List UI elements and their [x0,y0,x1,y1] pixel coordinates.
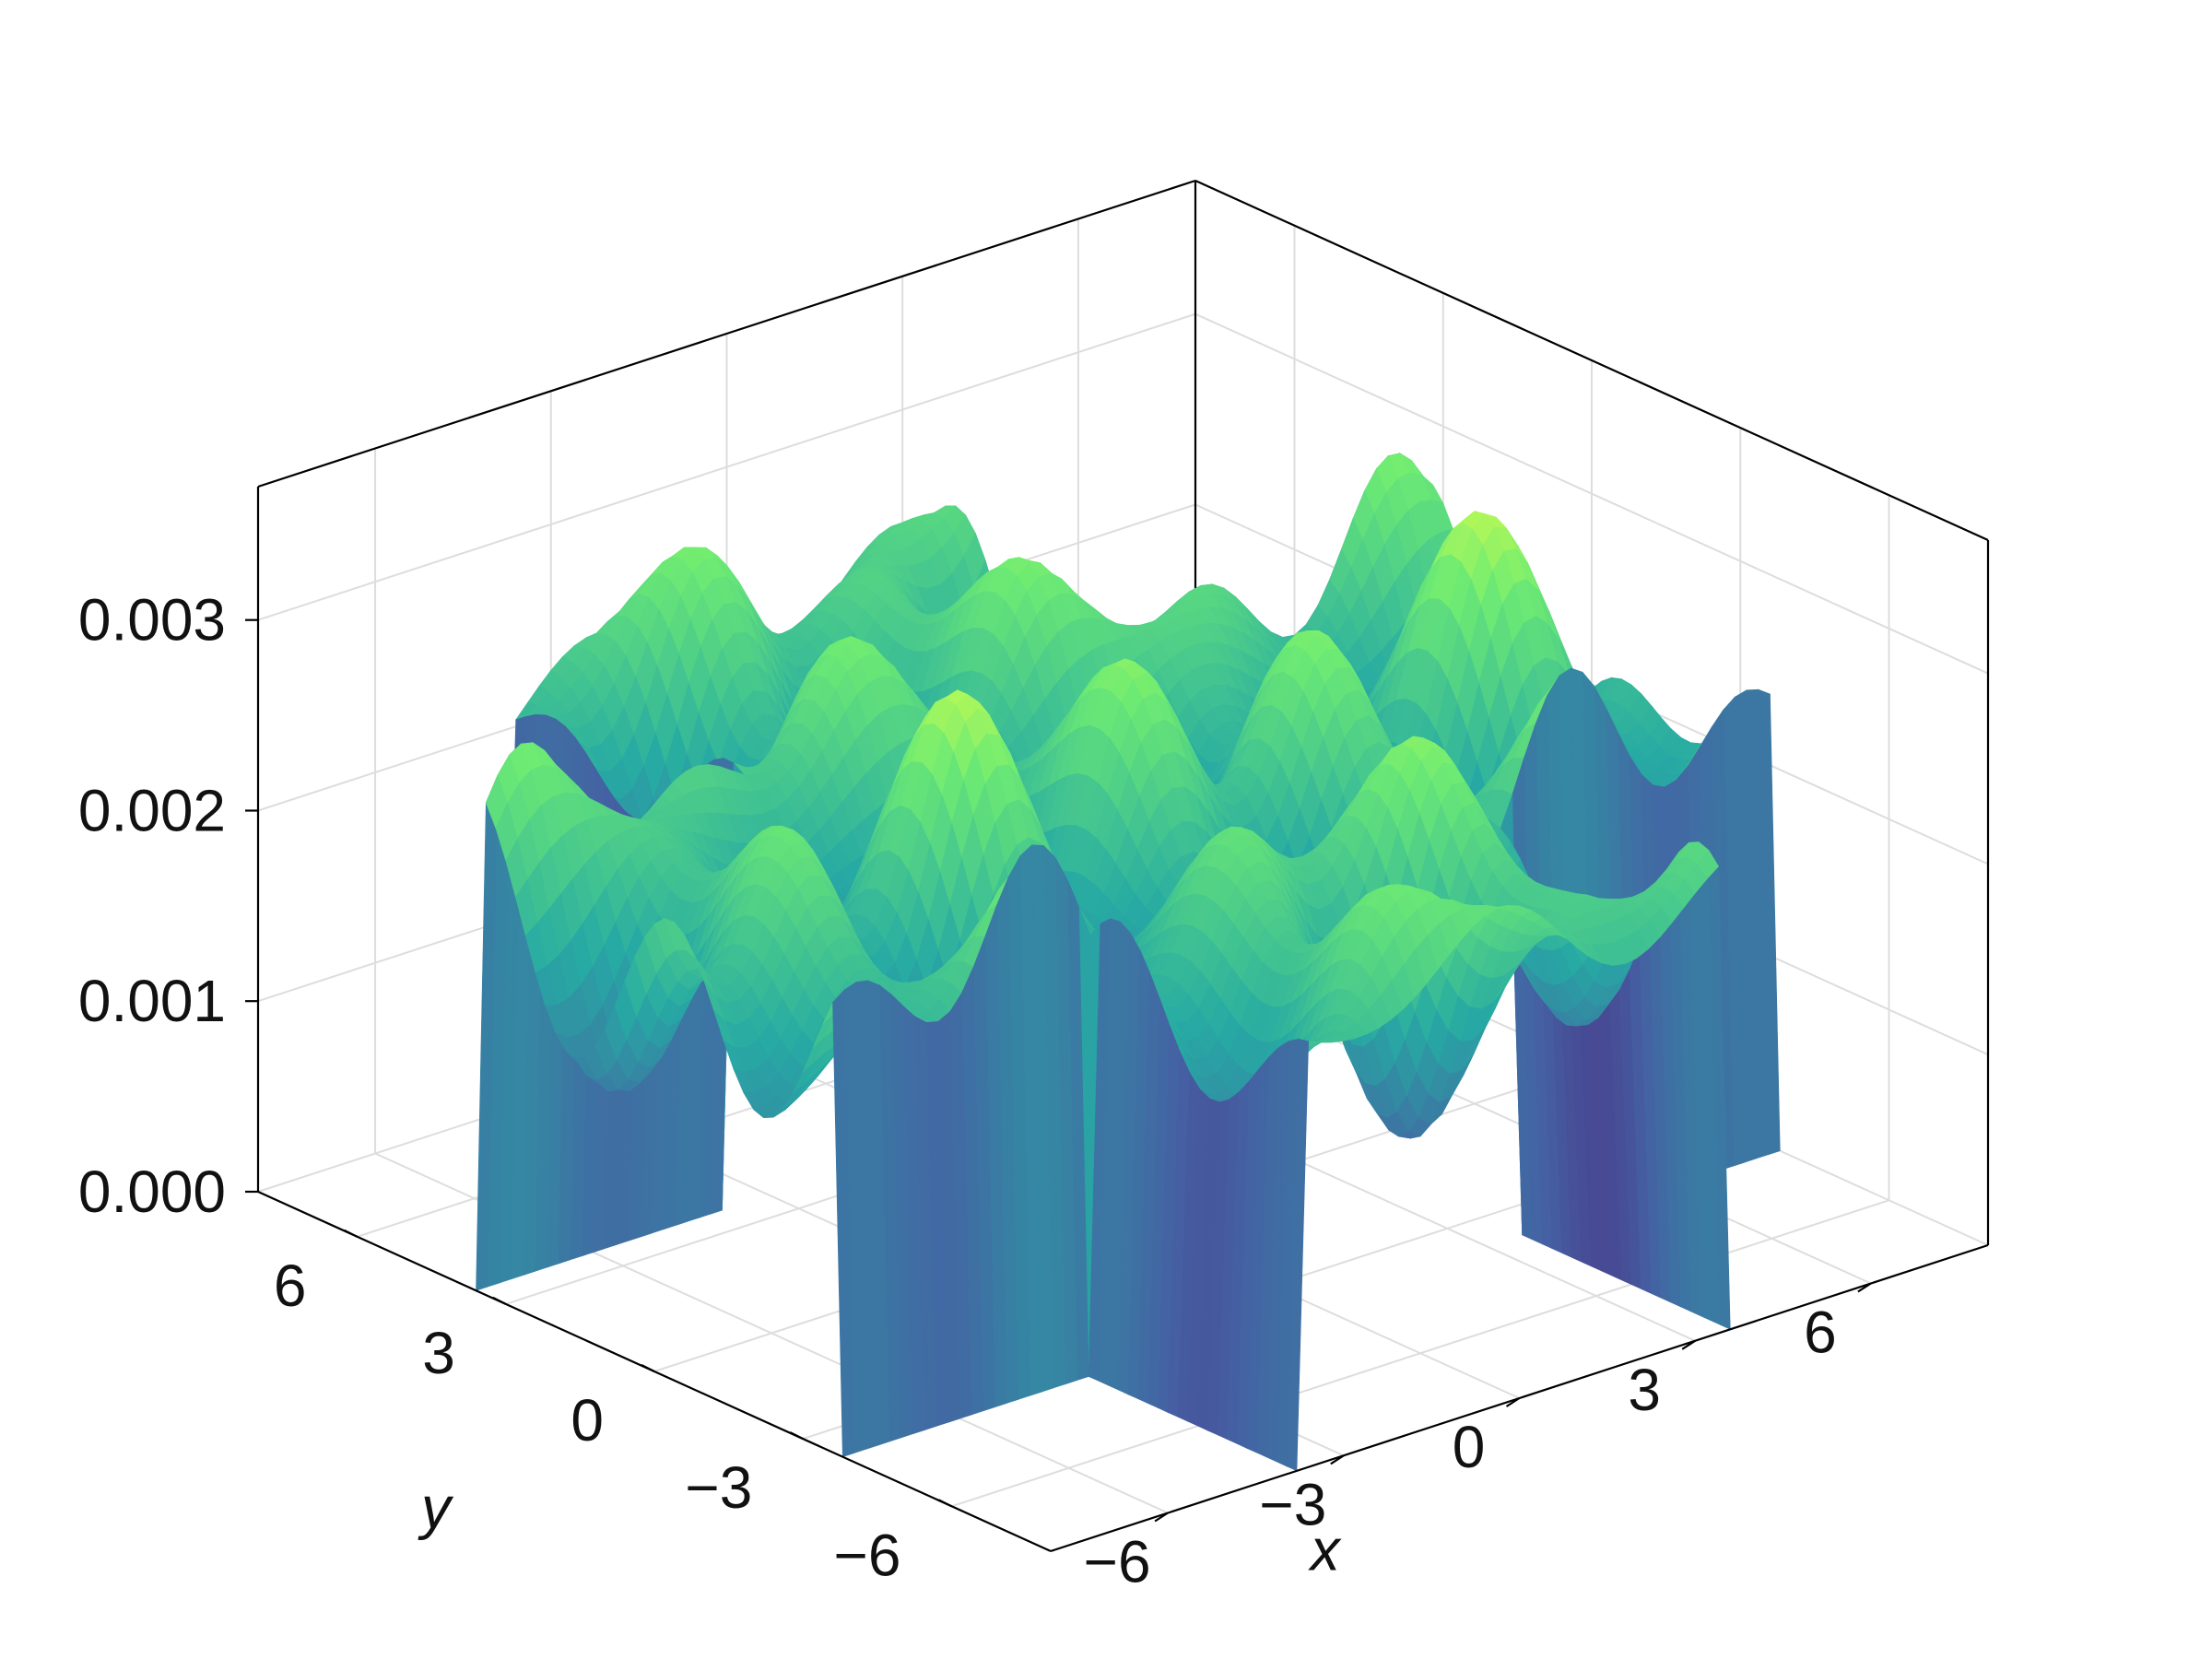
frame-edge [1194,179,1989,542]
y-tick-label: 3 [422,1320,455,1386]
x-tick-label: −6 [1084,1529,1151,1595]
y-tick-label: 6 [274,1253,307,1319]
y-tick [789,1431,804,1441]
wall-grid-z [257,312,1196,621]
y-tick [492,1296,507,1305]
floor-grid-y [951,1199,1889,1508]
frame-edge [257,179,1196,488]
y-tick [344,1229,358,1238]
z-tick-label: 0.002 [78,778,226,844]
z-tick-label: 0.003 [78,587,226,653]
y-tick-label: 0 [571,1387,604,1453]
wall-grid-z [1194,312,1989,675]
y-tick-label: −6 [834,1522,901,1588]
z-tick-label: 0.001 [78,968,226,1034]
surface [476,452,1781,1472]
y-axis-title: y [418,1475,454,1541]
x-axis-title: x [1308,1517,1342,1583]
axis-frame-back [256,179,1990,1245]
x-tick-label: 0 [1453,1414,1486,1480]
x-tick-label: 6 [1804,1300,1837,1366]
x-tick-label: 3 [1628,1357,1661,1423]
z-tick-label: 0.000 [78,1159,226,1225]
y-tick [641,1364,655,1372]
y-tick-label: −3 [685,1454,752,1521]
y-tick [938,1499,952,1508]
